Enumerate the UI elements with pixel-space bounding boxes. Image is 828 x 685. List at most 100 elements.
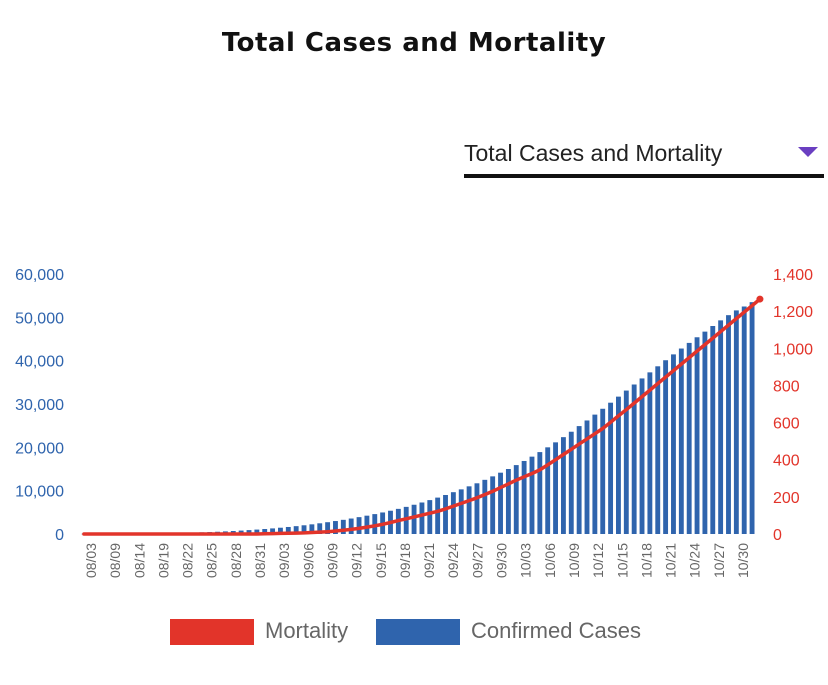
bar-confirmed-cases bbox=[246, 530, 252, 534]
x-axis-tick-label: 10/18 bbox=[638, 543, 654, 578]
bar-confirmed-cases bbox=[560, 437, 566, 534]
right-axis-tick-label: 1,000 bbox=[773, 341, 813, 358]
bar-confirmed-cases bbox=[623, 390, 629, 534]
x-axis-tick-label: 08/03 bbox=[83, 543, 99, 578]
x-axis-tick-label: 10/15 bbox=[614, 543, 630, 578]
right-axis-tick-label: 800 bbox=[773, 378, 800, 395]
bar-confirmed-cases bbox=[537, 452, 543, 534]
left-axis-tick-label: 10,000 bbox=[15, 484, 64, 501]
x-axis-tick-label: 09/27 bbox=[469, 543, 485, 578]
bar-confirmed-cases bbox=[616, 396, 621, 534]
bar-confirmed-cases bbox=[498, 472, 503, 534]
legend-label-confirmed-cases: Confirmed Cases bbox=[471, 618, 641, 643]
bar-confirmed-cases bbox=[458, 489, 464, 534]
x-axis-tick-label: 08/25 bbox=[204, 543, 220, 578]
bar-confirmed-cases bbox=[600, 408, 606, 534]
bar-confirmed-cases bbox=[505, 469, 511, 534]
right-axis-tick-label: 1,400 bbox=[773, 267, 813, 284]
bar-confirmed-cases bbox=[340, 519, 346, 534]
chart-area: 0 10,000 20,000 30,000 40,000 50,000 60,000 0 20… bbox=[15, 267, 813, 578]
bar-confirmed-cases bbox=[733, 310, 739, 534]
bar-confirmed-cases bbox=[710, 326, 716, 534]
legend-swatch-mortality bbox=[170, 619, 254, 645]
bar-confirmed-cases bbox=[285, 526, 291, 534]
x-axis-tick-label: 09/09 bbox=[325, 543, 341, 578]
bar-confirmed-cases bbox=[356, 517, 362, 534]
bar-confirmed-cases bbox=[474, 483, 480, 534]
right-axis-tick-label: 400 bbox=[773, 453, 800, 470]
x-axis-tick-label: 08/09 bbox=[107, 543, 123, 578]
left-axis-tick-label: 60,000 bbox=[15, 267, 64, 284]
x-axis-tick-label: 09/21 bbox=[421, 543, 437, 578]
bar-confirmed-cases bbox=[749, 302, 755, 534]
bar-confirmed-cases bbox=[419, 502, 425, 534]
bar-confirmed-cases bbox=[718, 320, 724, 534]
x-axis-tick-label: 08/14 bbox=[131, 543, 147, 578]
bar-confirmed-cases bbox=[262, 529, 268, 534]
x-axis-tick-label: 10/09 bbox=[566, 543, 582, 578]
caret-down-icon[interactable] bbox=[798, 147, 818, 157]
bar-confirmed-cases bbox=[317, 523, 323, 534]
legend-label-mortality: Mortality bbox=[265, 618, 349, 643]
bar-confirmed-cases bbox=[254, 529, 260, 534]
left-axis-tick-label: 30,000 bbox=[15, 397, 64, 414]
left-axis-tick-label: 50,000 bbox=[15, 310, 64, 327]
x-axis-tick-label: 09/24 bbox=[445, 543, 461, 578]
right-axis-tick-label: 1,200 bbox=[773, 304, 813, 321]
legend: Mortality Confirmed Cases bbox=[0, 617, 828, 647]
bar-confirmed-cases bbox=[671, 354, 676, 534]
right-axis-tick-label: 0 bbox=[773, 527, 782, 544]
bar-confirmed-cases bbox=[702, 331, 708, 534]
left-axis-tick-label: 20,000 bbox=[15, 440, 64, 457]
bar-confirmed-cases bbox=[309, 524, 315, 534]
bar-confirmed-cases bbox=[663, 360, 669, 534]
x-axis-tick-label: 09/06 bbox=[300, 543, 316, 578]
bar-confirmed-cases bbox=[435, 497, 441, 534]
x-axis-tick-label: 08/22 bbox=[180, 543, 196, 578]
bar-confirmed-cases bbox=[443, 495, 448, 534]
bar-confirmed-cases bbox=[278, 527, 283, 534]
x-axis-tick-label: 09/03 bbox=[276, 543, 292, 578]
bar-confirmed-cases bbox=[348, 518, 354, 534]
x-axis-tick-label: 10/03 bbox=[518, 543, 534, 578]
bar-confirmed-cases bbox=[325, 522, 331, 534]
left-axis-tick-label: 40,000 bbox=[15, 354, 64, 371]
right-axis-tick-label: 200 bbox=[773, 490, 800, 507]
bar-confirmed-cases bbox=[592, 414, 598, 534]
x-axis-tick-label: 10/24 bbox=[687, 543, 703, 578]
bar-confirmed-cases bbox=[678, 348, 684, 534]
line-mortality bbox=[82, 297, 762, 536]
bar-confirmed-cases bbox=[293, 526, 299, 534]
x-axis-tick-label: 10/12 bbox=[590, 543, 606, 578]
left-axis-tick-label: 0 bbox=[55, 527, 64, 544]
x-axis-tick-label: 08/31 bbox=[252, 543, 268, 578]
bar-confirmed-cases bbox=[364, 515, 370, 534]
bar-confirmed-cases bbox=[576, 426, 582, 534]
x-axis-tick-label: 08/19 bbox=[155, 543, 171, 578]
point-mortality-last bbox=[756, 295, 764, 303]
bar-confirmed-cases bbox=[521, 460, 527, 534]
bar-confirmed-cases bbox=[726, 315, 731, 534]
x-axis-tick-label: 10/27 bbox=[711, 543, 727, 578]
bar-confirmed-cases bbox=[568, 431, 574, 534]
bar-confirmed-cases bbox=[584, 420, 590, 534]
bar-confirmed-cases bbox=[655, 366, 661, 534]
dropdown-selected-value: Total Cases and Mortality bbox=[464, 140, 723, 166]
bar-confirmed-cases bbox=[631, 384, 637, 534]
x-axis-tick-label: 09/30 bbox=[494, 543, 510, 578]
bar-confirmed-cases bbox=[741, 306, 747, 534]
bar-confirmed-cases bbox=[270, 528, 276, 534]
chart-type-dropdown[interactable]: Total Cases and Mortality bbox=[464, 132, 824, 178]
bar-confirmed-cases bbox=[608, 402, 614, 534]
bar-confirmed-cases bbox=[301, 525, 307, 534]
bar-confirmed-cases bbox=[686, 342, 692, 534]
bar-confirmed-cases bbox=[466, 486, 472, 534]
x-axis-tick-label: 10/30 bbox=[735, 543, 751, 578]
x-axis-tick-label: 10/21 bbox=[663, 543, 679, 578]
bar-confirmed-cases bbox=[553, 442, 558, 534]
bar-confirmed-cases bbox=[427, 500, 433, 534]
x-axis-tick-label: 09/12 bbox=[349, 543, 365, 578]
bar-confirmed-cases bbox=[482, 479, 488, 534]
x-axis-tick-label: 10/06 bbox=[542, 543, 558, 578]
x-axis-tick-label: 08/28 bbox=[228, 543, 244, 578]
